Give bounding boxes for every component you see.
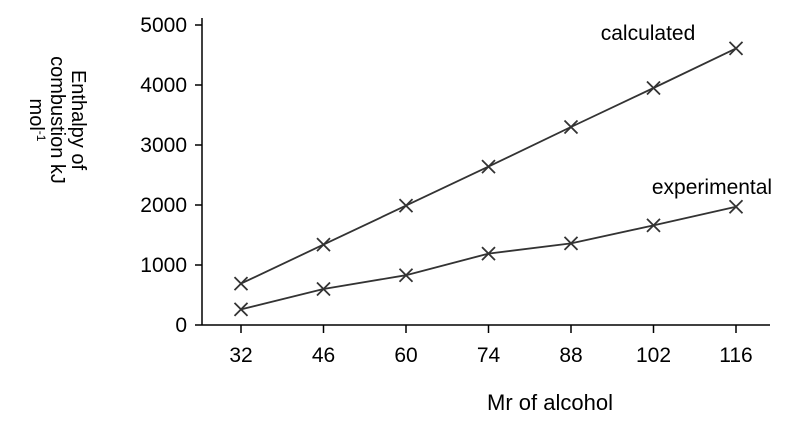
series-group: calculated experimental <box>233 22 772 317</box>
series-line <box>240 205 737 311</box>
data-point-marker <box>398 198 414 213</box>
y-axis-ticks: 0 1000 2000 3000 4000 5000 <box>140 14 202 337</box>
y-tick-label: 4000 <box>140 74 187 97</box>
y-tick-label: 3000 <box>140 134 187 157</box>
x-tick-label: 74 <box>477 344 501 367</box>
data-point-marker <box>646 80 661 96</box>
x-tick-label: 116 <box>719 344 752 367</box>
data-point-marker <box>316 237 331 252</box>
data-point-marker <box>646 218 661 233</box>
data-point-marker <box>398 268 414 283</box>
y-tick-label: 1000 <box>140 254 187 277</box>
x-tick-label: 60 <box>394 344 417 367</box>
y-tick-label: 2000 <box>140 194 187 217</box>
y-tick-label: 5000 <box>140 14 187 37</box>
data-point-marker <box>563 236 579 251</box>
x-axis-title: Mr of alcohol <box>487 390 613 415</box>
data-point-marker <box>481 246 496 261</box>
data-point-marker <box>233 276 249 291</box>
series-experimental: experimental <box>233 176 772 317</box>
x-tick-label: 46 <box>312 344 335 367</box>
data-point-marker <box>481 159 496 174</box>
x-tick-label: 32 <box>229 344 252 367</box>
series-label: experimental <box>652 176 772 199</box>
x-axis-ticks: 32 46 60 74 88 102 116 <box>229 325 753 367</box>
y-tick-label: 0 <box>175 314 187 337</box>
data-point-marker <box>728 199 744 214</box>
data-point-marker <box>233 302 249 317</box>
x-tick-label: 102 <box>636 344 671 367</box>
axes <box>201 18 770 326</box>
data-point-marker <box>316 281 331 297</box>
x-tick-label: 88 <box>559 344 582 367</box>
data-point-marker <box>563 119 579 135</box>
series-calculated: calculated <box>233 22 744 291</box>
series-label: calculated <box>601 22 696 45</box>
data-point-marker <box>728 41 744 56</box>
